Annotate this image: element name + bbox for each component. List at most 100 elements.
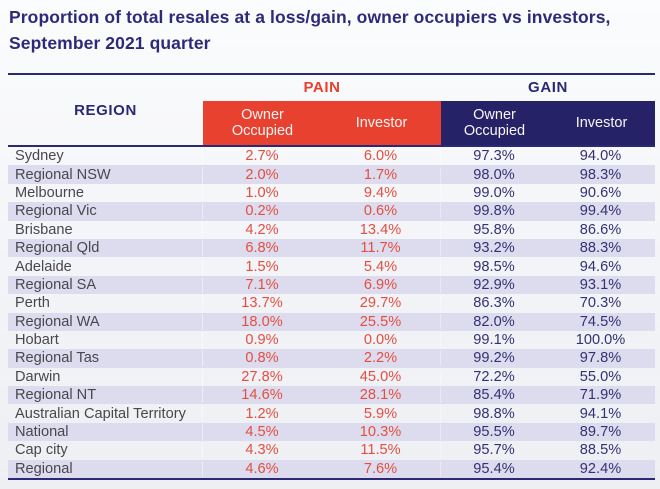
pain-investor-cell: 11.5% bbox=[321, 442, 441, 459]
pain-investor-header: Investor bbox=[322, 101, 441, 145]
gain-investor-cell: 98.3% bbox=[579, 166, 622, 183]
pain-owner-occupied-cell: 7.1% bbox=[245, 276, 279, 293]
gain-owner-occupied-cell: 95.7% bbox=[473, 442, 515, 459]
gain-owner-occupied-cell: 95.4% bbox=[473, 460, 515, 477]
gain-investor-cell: 86.6% bbox=[579, 221, 622, 238]
gain-investor-cell: 89.7% bbox=[579, 424, 622, 441]
pain-owner-occupied-cell: 18.0% bbox=[241, 313, 283, 330]
header-bottom-rule bbox=[8, 145, 655, 147]
pain-investor-cell: 7.6% bbox=[321, 460, 441, 477]
pain-investor-cell: 1.7% bbox=[321, 166, 441, 183]
table-row: National 4.5% 10.3% 95.5% 89.7% bbox=[8, 422, 655, 442]
page-title-line2: September 2021 quarter bbox=[9, 33, 211, 53]
table-row: Perth 13.7% 29.7% 86.3% 70.3% bbox=[8, 294, 655, 312]
gain-owner-occupied-cell: 99.8% bbox=[473, 203, 515, 220]
pain-investor-cell: 13.4% bbox=[321, 221, 441, 238]
column-header-row: Owner Occupied Investor Owner Occupied I… bbox=[8, 101, 655, 145]
pain-investor-cell: 5.9% bbox=[321, 405, 441, 422]
pain-owner-occupied-cell: 14.6% bbox=[241, 387, 283, 404]
gain-owner-occupied-cell: 85.4% bbox=[473, 387, 515, 404]
pain-owner-occupied-header: Owner Occupied bbox=[203, 101, 322, 145]
gain-investor-header: Investor bbox=[548, 101, 655, 145]
table-row: Regional NSW 2.0% 1.7% 98.0% 98.3% bbox=[8, 165, 655, 184]
region-cell: Cap city bbox=[8, 442, 203, 459]
table-row: Brisbane 4.2% 13.4% 95.8% 86.6% bbox=[8, 221, 655, 239]
pain-investor-cell: 9.4% bbox=[321, 184, 441, 201]
region-cell: Regional WA bbox=[8, 313, 203, 330]
pain-investor-cell: 28.1% bbox=[321, 387, 441, 404]
pain-owner-occupied-cell: 4.5% bbox=[245, 424, 279, 441]
group-header-row: PAIN GAIN bbox=[8, 75, 655, 101]
table-row: Adelaide 1.5% 5.4% 98.5% 94.6% bbox=[8, 257, 655, 275]
pain-investor-cell: 25.5% bbox=[321, 313, 441, 330]
region-cell: Regional SA bbox=[8, 276, 203, 293]
gain-investor-cell: 94.6% bbox=[579, 258, 622, 275]
table-row: Australian Capital Territory 1.2% 5.9% 98.8… bbox=[8, 404, 655, 422]
page-title-line1: Proportion of total resales at a loss/ga… bbox=[9, 7, 611, 27]
table-body: Sydney 2.7% 6.0% 97.3% 94.0% Regional NSW 2.0%… bbox=[8, 147, 655, 479]
gain-investor-cell: 88.3% bbox=[579, 240, 622, 257]
gain-investor-cell: 99.4% bbox=[579, 203, 622, 220]
gain-owner-occupied-cell: 95.8% bbox=[473, 221, 515, 238]
gain-owner-occupied-cell: 99.2% bbox=[473, 350, 515, 367]
gain-owner-occupied-cell: 86.3% bbox=[473, 295, 515, 312]
gain-investor-cell: 55.0% bbox=[579, 368, 622, 385]
region-cell: Sydney bbox=[8, 148, 203, 165]
pain-owner-occupied-cell: 2.7% bbox=[245, 148, 279, 165]
table-row: Melbourne 1.0% 9.4% 99.0% 90.6% bbox=[8, 184, 655, 202]
gain-investor-cell: 70.3% bbox=[579, 295, 622, 312]
gain-investor-cell: 71.9% bbox=[579, 387, 622, 404]
pain-investor-cell: 0.6% bbox=[321, 203, 441, 220]
gain-owner-occupied-cell: 97.3% bbox=[473, 148, 515, 165]
pain-owner-occupied-cell: 1.2% bbox=[245, 405, 279, 422]
pain-owner-occupied-cell: 0.9% bbox=[245, 332, 279, 349]
gain-owner-occupied-cell: 98.5% bbox=[473, 258, 515, 275]
pain-owner-occupied-cell: 1.0% bbox=[245, 184, 279, 201]
pain-owner-occupied-cell: 0.8% bbox=[245, 350, 279, 367]
pain-owner-occupied-cell: 4.3% bbox=[245, 442, 279, 459]
table-row: Regional Tas 0.8% 2.2% 99.2% 97.8% bbox=[8, 349, 655, 368]
table-row: Regional WA 18.0% 25.5% 82.0% 74.5% bbox=[8, 312, 655, 331]
region-cell: Regional Vic bbox=[8, 203, 203, 220]
table-row: Regional NT 14.6% 28.1% 85.4% 71.9% bbox=[8, 386, 655, 405]
pain-group-label: PAIN bbox=[303, 79, 341, 96]
region-cell: Perth bbox=[8, 295, 203, 312]
pain-owner-occupied-cell: 0.2% bbox=[245, 203, 279, 220]
region-cell: Regional NT bbox=[8, 387, 203, 404]
gain-owner-occupied-cell: 98.0% bbox=[473, 166, 515, 183]
table-row: Darwin 27.8% 45.0% 72.2% 55.0% bbox=[8, 368, 655, 386]
gain-owner-occupied-cell: 99.1% bbox=[473, 332, 515, 349]
gain-owner-occupied-header: Owner Occupied bbox=[441, 101, 548, 145]
pain-owner-occupied-cell: 13.7% bbox=[241, 295, 283, 312]
gain-owner-occupied-cell: 72.2% bbox=[473, 368, 515, 385]
page-title: Proportion of total resales at a loss/ga… bbox=[9, 4, 611, 56]
gain-group-label: GAIN bbox=[528, 79, 568, 96]
resales-table: PAIN GAIN Owner Occupied Investor Owner … bbox=[8, 73, 655, 481]
region-cell: Australian Capital Territory bbox=[8, 405, 203, 422]
pain-owner-occupied-cell: 1.5% bbox=[245, 258, 279, 275]
gain-investor-cell: 92.4% bbox=[579, 460, 622, 477]
region-cell: Regional Tas bbox=[8, 350, 203, 367]
region-cell: Brisbane bbox=[8, 221, 203, 238]
gain-investor-cell: 88.5% bbox=[579, 442, 622, 459]
pain-owner-occupied-cell: 27.8% bbox=[241, 368, 283, 385]
gain-investor-cell: 74.5% bbox=[579, 313, 622, 330]
pain-owner-occupied-cell: 4.6% bbox=[245, 460, 279, 477]
table-row: Cap city 4.3% 11.5% 95.7% 88.5% bbox=[8, 441, 655, 459]
region-cell: Hobart bbox=[8, 332, 203, 349]
pain-investor-cell: 6.9% bbox=[321, 276, 441, 293]
pain-group-zone: PAIN bbox=[203, 79, 441, 97]
gain-owner-occupied-cell: 98.8% bbox=[473, 405, 515, 422]
table-bottom-rule bbox=[8, 478, 655, 481]
region-cell: National bbox=[8, 424, 203, 441]
gain-investor-cell: 94.1% bbox=[579, 405, 622, 422]
table-row: Regional Vic 0.2% 0.6% 99.8% 99.4% bbox=[8, 202, 655, 221]
pain-investor-cell: 0.0% bbox=[321, 332, 441, 349]
pain-investor-cell: 45.0% bbox=[321, 368, 441, 385]
region-cell: Regional Qld bbox=[8, 240, 203, 257]
table-row: Regional SA 7.1% 6.9% 92.9% 93.1% bbox=[8, 275, 655, 295]
pain-owner-occupied-cell: 2.0% bbox=[245, 166, 279, 183]
table-row: Regional Qld 6.8% 11.7% 93.2% 88.3% bbox=[8, 238, 655, 258]
pain-investor-cell: 11.7% bbox=[321, 240, 441, 257]
